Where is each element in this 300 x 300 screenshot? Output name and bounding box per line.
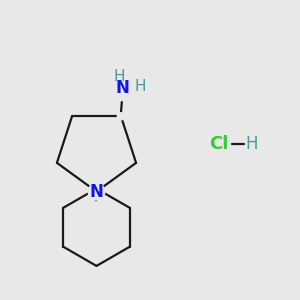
- Text: H: H: [245, 135, 258, 153]
- Circle shape: [94, 186, 100, 192]
- Text: H: H: [114, 69, 125, 84]
- Circle shape: [117, 113, 124, 120]
- Circle shape: [110, 76, 135, 100]
- Text: N: N: [116, 79, 129, 97]
- Text: H: H: [135, 79, 146, 94]
- Text: Cl: Cl: [209, 135, 229, 153]
- Circle shape: [88, 183, 105, 200]
- Text: N: N: [90, 183, 104, 201]
